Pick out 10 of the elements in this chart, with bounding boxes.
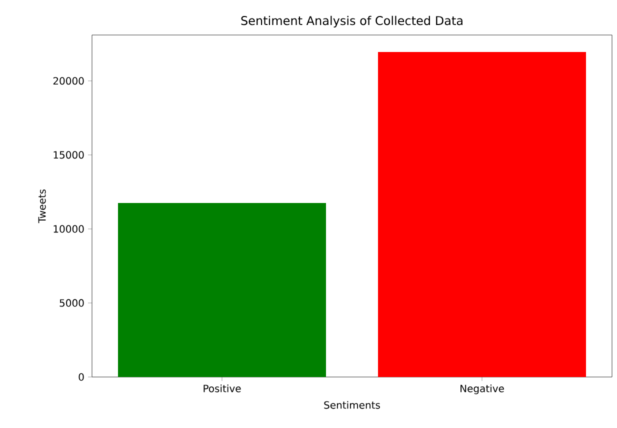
chart-title: Sentiment Analysis of Collected Data: [241, 16, 462, 28]
y-tick-label: 5000: [60, 299, 84, 307]
x-tick-label: Positive: [204, 384, 241, 392]
y-tick-label: 0: [78, 373, 84, 381]
x-tick-label: Negative: [460, 384, 504, 394]
y-tick-label: 10000: [54, 225, 84, 233]
y-tick-label: 20000: [53, 77, 84, 85]
y-tick-label: 15000: [54, 151, 84, 159]
y-axis-title: Tweets: [38, 189, 46, 224]
x-axis-title: Sentiments: [324, 401, 380, 409]
